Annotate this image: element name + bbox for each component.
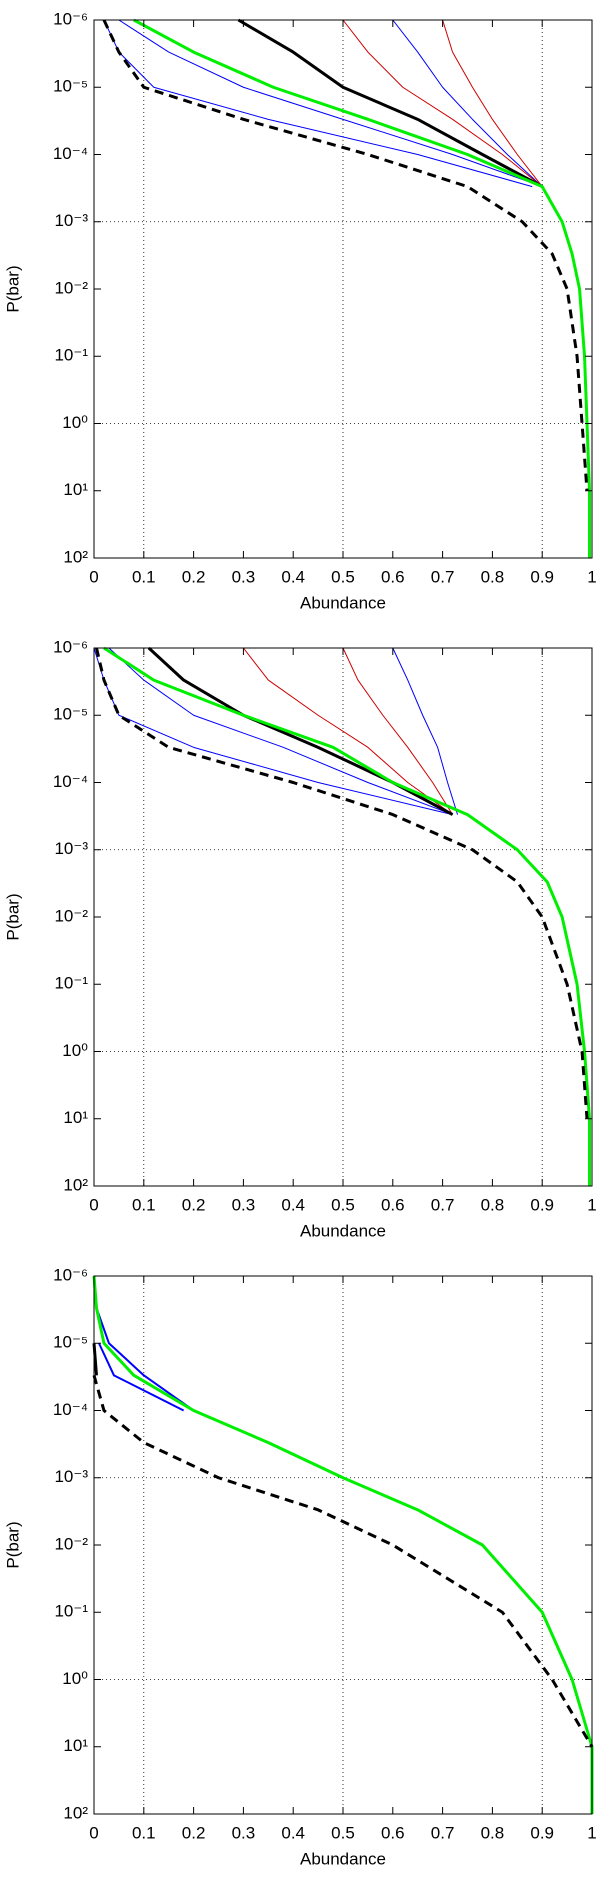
y-tick-label: 10⁻⁶ — [53, 1265, 88, 1284]
x-tick-label: 0 — [89, 567, 98, 586]
x-tick-label: 0.5 — [331, 567, 355, 586]
data-line — [92, 1275, 594, 1814]
x-tick-label: 0.2 — [182, 1195, 206, 1214]
y-tick-label: 10¹ — [63, 1736, 88, 1755]
x-tick-label: 1 — [587, 1195, 596, 1214]
y-tick-label: 10⁻³ — [54, 211, 88, 230]
data-line — [118, 19, 543, 188]
x-tick-label: 0.7 — [431, 567, 455, 586]
x-tick-label: 0.5 — [331, 1195, 355, 1214]
data-line — [103, 646, 592, 1186]
x-tick-label: 0 — [89, 1195, 98, 1214]
data-line — [98, 1342, 185, 1412]
y-tick-label: 10⁰ — [62, 1041, 88, 1060]
x-tick-label: 0.3 — [232, 1195, 256, 1214]
y-axis-label: P(bar) — [3, 893, 22, 940]
data-line — [237, 18, 543, 188]
x-tick-label: 0.6 — [381, 1823, 405, 1842]
y-tick-label: 10⁰ — [62, 1669, 88, 1688]
x-tick-label: 0.8 — [481, 1823, 505, 1842]
x-tick-label: 0.2 — [182, 1823, 206, 1842]
data-line — [342, 19, 543, 187]
y-tick-label: 10⁻² — [54, 906, 88, 925]
data-line — [95, 647, 589, 1119]
x-tick-label: 0.4 — [281, 1823, 305, 1842]
x-tick-label: 0.4 — [281, 1195, 305, 1214]
x-tick-label: 1 — [587, 567, 596, 586]
y-tick-label: 10⁻¹ — [54, 346, 88, 365]
y-tick-label: 10¹ — [63, 1108, 88, 1127]
y-tick-label: 10⁻⁶ — [53, 9, 88, 28]
y-tick-label: 10² — [63, 1175, 88, 1194]
data-line — [95, 1307, 195, 1412]
y-tick-label: 10⁻⁵ — [53, 77, 88, 96]
x-tick-label: 0.3 — [232, 1823, 256, 1842]
x-tick-label: 0.3 — [232, 567, 256, 586]
data-line — [92, 1374, 594, 1748]
data-line — [342, 647, 453, 815]
data-line — [392, 19, 543, 187]
data-line — [108, 647, 453, 816]
y-tick-label: 10⁻⁵ — [53, 705, 88, 724]
x-tick-label: 0.4 — [281, 567, 305, 586]
y-tick-label: 10¹ — [63, 480, 88, 499]
data-line — [102, 19, 589, 491]
x-tick-label: 0.7 — [431, 1195, 455, 1214]
x-tick-label: 0.5 — [331, 1823, 355, 1842]
x-tick-label: 0.6 — [381, 567, 405, 586]
x-tick-label: 0.1 — [132, 1823, 156, 1842]
x-tick-label: 0.7 — [431, 1823, 455, 1842]
x-tick-label: 0.9 — [530, 567, 554, 586]
y-tick-label: 10² — [63, 1803, 88, 1822]
y-tick-label: 10⁻⁴ — [53, 144, 88, 163]
y-tick-label: 10⁻⁶ — [53, 637, 88, 656]
x-tick-label: 1 — [587, 1823, 596, 1842]
data-line — [392, 647, 459, 815]
y-axis-label: P(bar) — [3, 265, 22, 312]
y-tick-label: 10² — [63, 547, 88, 566]
data-line — [442, 19, 543, 187]
y-axis-label: P(bar) — [3, 1521, 22, 1568]
x-tick-label: 0 — [89, 1823, 98, 1842]
x-axis-label: Abundance — [300, 593, 386, 612]
y-tick-label: 10⁰ — [62, 413, 88, 432]
y-tick-label: 10⁻² — [54, 1534, 88, 1553]
x-tick-label: 0.1 — [132, 567, 156, 586]
y-tick-label: 10⁻¹ — [54, 974, 88, 993]
x-axis-label: Abundance — [300, 1849, 386, 1868]
x-tick-label: 0.9 — [530, 1823, 554, 1842]
y-tick-label: 10⁻⁴ — [53, 1400, 88, 1419]
x-tick-label: 0.6 — [381, 1195, 405, 1214]
x-tick-label: 0.2 — [182, 567, 206, 586]
x-tick-label: 0.1 — [132, 1195, 156, 1214]
y-tick-label: 10⁻⁵ — [53, 1333, 88, 1352]
y-tick-label: 10⁻¹ — [54, 1602, 88, 1621]
y-tick-label: 10⁻³ — [54, 839, 88, 858]
y-tick-label: 10⁻² — [54, 278, 88, 297]
x-tick-label: 0.9 — [530, 1195, 554, 1214]
x-tick-label: 0.8 — [481, 1195, 505, 1214]
data-line — [243, 647, 453, 815]
data-line — [103, 19, 533, 188]
x-tick-label: 0.8 — [481, 567, 505, 586]
y-tick-label: 10⁻³ — [54, 1467, 88, 1486]
data-line — [93, 647, 453, 816]
y-tick-label: 10⁻⁴ — [53, 772, 88, 791]
x-axis-label: Abundance — [300, 1221, 386, 1240]
